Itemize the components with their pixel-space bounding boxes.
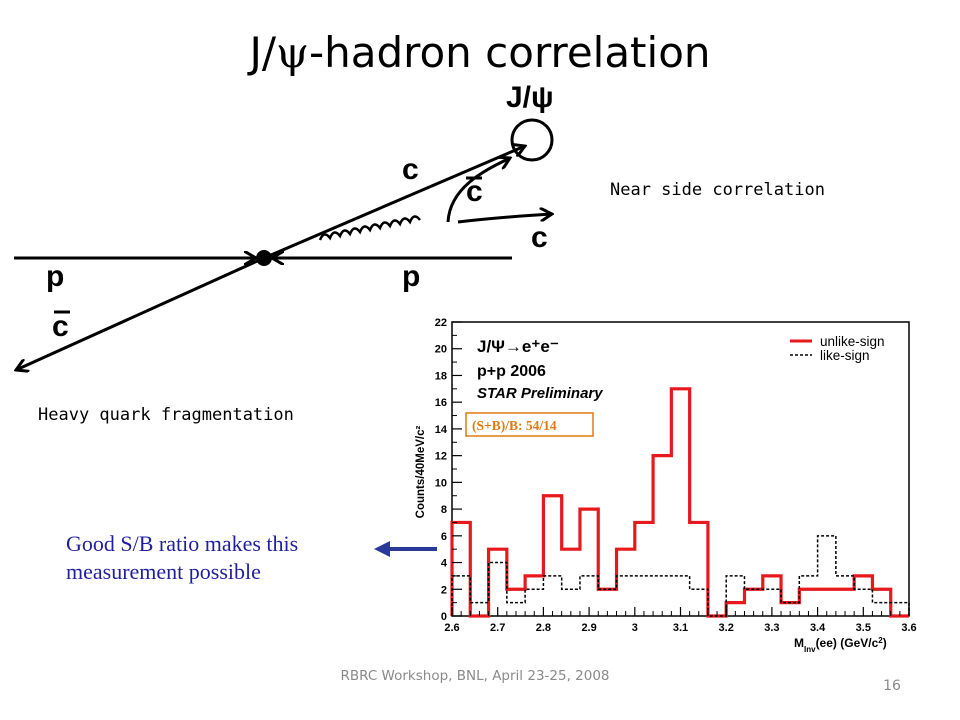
page-number: 16 <box>883 678 901 694</box>
proton-label-right: p <box>402 260 420 293</box>
anticharm-label-lower: c <box>52 310 69 343</box>
x-tick-label: 3.3 <box>764 622 779 634</box>
charm-quark-line <box>263 146 525 260</box>
y-tick-label: 14 <box>435 424 448 436</box>
x-tick-label: 2.6 <box>444 622 459 634</box>
x-tick-label: 3.1 <box>673 622 688 634</box>
anticharm-line-lower <box>16 256 265 370</box>
y-tick-label: 6 <box>441 531 447 543</box>
x-tick-label: 3.2 <box>719 622 734 634</box>
charm-label-right: c <box>531 221 548 254</box>
slide-title: J/ψ-hadron correlation <box>249 28 711 77</box>
x-tick-label: 3.5 <box>856 622 871 634</box>
ratio-label: (S+B)/B: 54/14 <box>472 418 557 433</box>
y-tick-label: 2 <box>441 584 447 596</box>
x-tick-label: 2.7 <box>490 622 505 634</box>
x-tick-label: 3.6 <box>901 622 916 634</box>
y-tick-label: 4 <box>441 558 448 570</box>
series-unlike-sign-step-line <box>450 387 909 618</box>
y-tick-label: 16 <box>435 397 447 409</box>
anticharm-curve <box>446 158 510 223</box>
charm-curve-right <box>457 214 552 224</box>
jpsi-bound-state <box>510 118 554 162</box>
histogram-layer: 2.6 2.7 2.8 2.9 3 3.1 3.2 3.3 3.4 3.5 3.6 0 2 4 6 8 10 12… <box>435 317 917 634</box>
preliminary-label: STAR Preliminary <box>477 385 603 402</box>
x-tick-label: 2.9 <box>581 622 596 634</box>
proton-label-left: p <box>46 260 64 293</box>
footer-text: RBRC Workshop, BNL, April 23-25, 2008 <box>340 668 610 684</box>
sb-ratio-note: Good S/B ratio makes this measurement po… <box>66 531 299 584</box>
x-axis-label: MInv(ee) (GeV/c2) <box>794 636 887 654</box>
anticharm-label-upper: c <box>466 175 483 208</box>
y-tick-label: 18 <box>435 370 447 382</box>
heavy-quark-caption: Heavy quark fragmentation <box>38 405 294 425</box>
x-tick-label: 3 <box>632 622 638 634</box>
dataset-label: p+p 2006 <box>477 363 546 380</box>
legend-label-unlike: unlike-sign <box>820 334 885 349</box>
y-axis-label: Counts/40MeV/c² <box>415 426 427 519</box>
y-tick-label: 8 <box>441 504 447 516</box>
near-side-caption: Near side correlation <box>610 180 825 200</box>
y-tick-label: 12 <box>435 451 447 463</box>
decay-channel-label: J/Ψ→e⁺e⁻ <box>477 337 559 356</box>
x-tick-label: 2.8 <box>536 622 551 634</box>
x-tick-label: 3.4 <box>810 622 826 634</box>
note-pointer-arrowhead <box>374 541 390 557</box>
y-tick-label: 0 <box>441 611 447 623</box>
y-tick-label: 22 <box>435 317 447 329</box>
jpsi-label: J/ψ <box>506 81 554 114</box>
plot-area <box>451 321 910 617</box>
ratio-box <box>465 412 594 437</box>
y-tick-label: 20 <box>435 344 447 356</box>
psi-symbol: ψ <box>276 28 309 77</box>
legend-label-like: like-sign <box>820 348 870 363</box>
gluon-curl <box>318 215 421 241</box>
charm-label-upper: c <box>402 153 419 186</box>
y-tick-label: 10 <box>435 477 447 489</box>
